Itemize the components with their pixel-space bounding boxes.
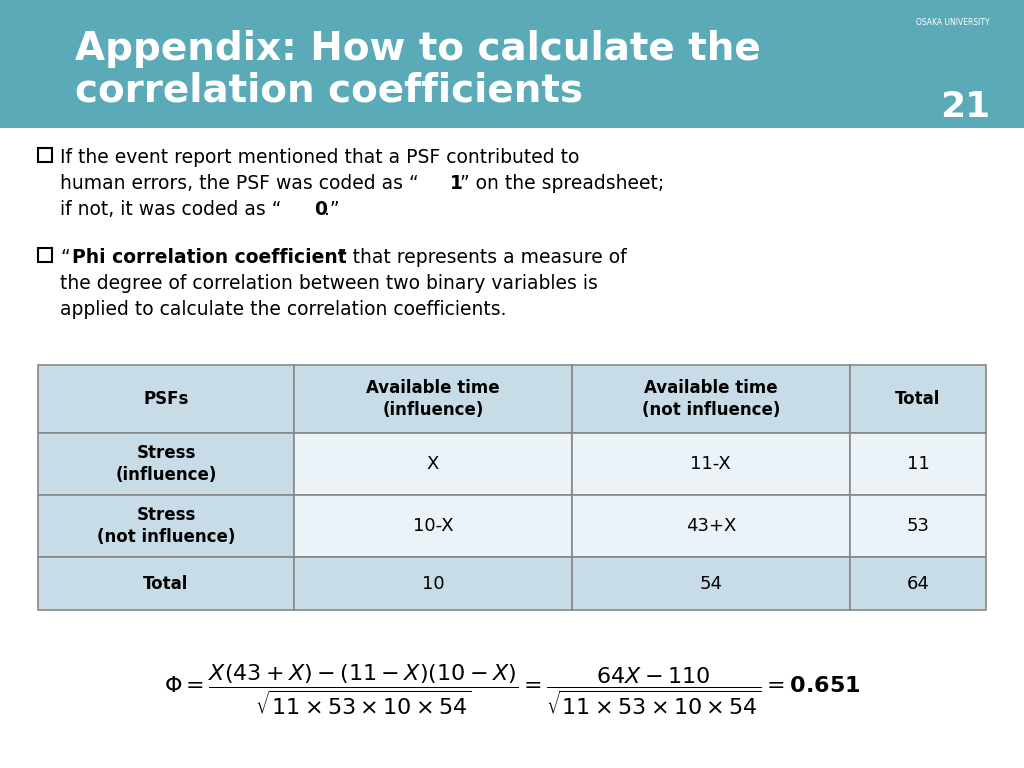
Text: Available time
(influence): Available time (influence) <box>367 379 500 419</box>
Text: 21: 21 <box>940 90 990 124</box>
Bar <box>850 558 986 610</box>
Bar <box>850 365 986 433</box>
Text: 64: 64 <box>906 574 930 593</box>
Text: PSFs: PSFs <box>143 390 188 408</box>
Text: $\Phi = \dfrac{X(43 + X) - (11 - X)(10 - X)}{\sqrt{11 \times 53 \times 10 \times: $\Phi = \dfrac{X(43 + X) - (11 - X)(10 -… <box>164 663 860 717</box>
Bar <box>294 495 572 558</box>
Text: X: X <box>427 455 439 473</box>
Text: Stress
(influence): Stress (influence) <box>116 444 217 485</box>
Text: “: “ <box>60 248 70 267</box>
Bar <box>38 495 294 558</box>
Bar <box>294 433 572 495</box>
Bar <box>38 365 294 433</box>
Bar <box>38 148 52 162</box>
Bar <box>850 495 986 558</box>
Text: 53: 53 <box>906 518 930 535</box>
Text: 10-X: 10-X <box>413 518 454 535</box>
Text: ” that represents a measure of: ” that represents a measure of <box>337 248 627 267</box>
Text: if not, it was coded as “: if not, it was coded as “ <box>60 200 282 219</box>
Text: Total: Total <box>143 574 188 593</box>
Bar <box>572 433 850 495</box>
Text: Total: Total <box>895 390 941 408</box>
Text: OSAKA UNIVERSITY: OSAKA UNIVERSITY <box>916 18 990 27</box>
Text: Appendix: How to calculate the: Appendix: How to calculate the <box>75 30 761 68</box>
Text: applied to calculate the correlation coefficients.: applied to calculate the correlation coe… <box>60 300 507 319</box>
Text: Stress
(not influence): Stress (not influence) <box>97 506 236 546</box>
Bar <box>572 495 850 558</box>
Text: 54: 54 <box>699 574 722 593</box>
Bar <box>572 365 850 433</box>
Text: 0: 0 <box>314 200 327 219</box>
Text: If the event report mentioned that a PSF contributed to: If the event report mentioned that a PSF… <box>60 148 580 167</box>
Bar <box>38 433 294 495</box>
Text: the degree of correlation between two binary variables is: the degree of correlation between two bi… <box>60 274 598 293</box>
Text: correlation coefficients: correlation coefficients <box>75 72 583 110</box>
Bar <box>0 0 1024 128</box>
Bar <box>572 558 850 610</box>
Text: ” on the spreadsheet;: ” on the spreadsheet; <box>460 174 665 193</box>
Text: 43+X: 43+X <box>686 518 736 535</box>
Text: Phi correlation coefficient: Phi correlation coefficient <box>72 248 347 267</box>
Bar <box>850 433 986 495</box>
Text: human errors, the PSF was coded as “: human errors, the PSF was coded as “ <box>60 174 419 193</box>
Text: Available time
(not influence): Available time (not influence) <box>642 379 780 419</box>
Text: .”: .” <box>324 200 340 219</box>
Bar <box>294 365 572 433</box>
Bar <box>38 558 294 610</box>
Bar <box>38 248 52 262</box>
Text: 10: 10 <box>422 574 444 593</box>
Bar <box>294 558 572 610</box>
Text: 11-X: 11-X <box>690 455 731 473</box>
Text: 1: 1 <box>450 174 463 193</box>
Text: 11: 11 <box>906 455 929 473</box>
